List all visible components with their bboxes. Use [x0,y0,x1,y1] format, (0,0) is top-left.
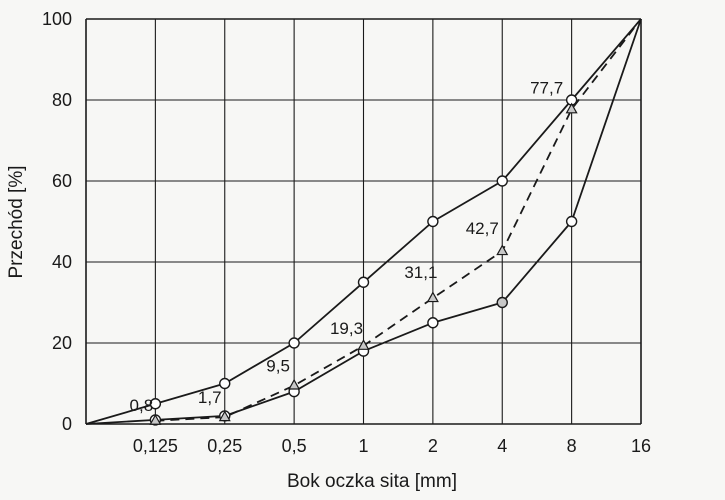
triangle-marker [149,414,162,425]
x-tick-label: 8 [567,436,577,456]
x-tick-label: 0,5 [282,436,307,456]
y-tick-label: 40 [52,252,72,272]
data-label: 1,7 [198,388,222,407]
circle-marker [219,377,231,390]
data-label: 9,5 [266,357,290,376]
series-markers [149,94,578,426]
circle-marker [357,276,370,288]
data-label: 0,8 [130,396,154,415]
x-axis-label: Bok oczka sita [mm] [287,471,457,492]
circle-marker [496,175,508,187]
x-tick-label: 16 [631,436,651,456]
circle-marker [565,215,578,228]
x-tick-label: 0,25 [207,436,242,456]
x-tick-label: 0,125 [133,436,178,456]
series-line-3 [155,18,642,422]
x-tick-label: 4 [497,436,507,456]
x-tick-label: 2 [428,436,438,456]
data-label: 31,1 [404,263,437,282]
triangle-marker [288,378,301,390]
y-tick-label: 20 [52,333,72,353]
y-tick-label: 80 [52,90,72,110]
data-label: 77,7 [530,78,563,97]
y-axis-label: Przechód [%] [6,166,27,279]
circle-marker [288,337,300,349]
circle-marker [427,317,439,329]
triangle-marker [218,410,231,422]
y-tick-label: 0 [62,414,72,434]
triangle-marker [496,244,509,256]
circle-marker [149,398,162,410]
x-tick-label: 1 [358,436,368,456]
triangle-marker [357,339,370,350]
tick-labels: 0,125 0,25 0,5 1 2 4 8 16 0 20 40 60 80 100 [42,9,651,456]
data-label: 19,3 [330,319,363,338]
data-labels: 0,8 1,7 9,5 19,3 31,1 42,7 77,7 [130,78,564,414]
y-tick-label: 60 [52,171,72,191]
data-label: 42,7 [466,219,499,238]
triangle-marker [565,102,578,114]
circle-marker [496,296,508,309]
y-tick-label: 100 [42,9,72,29]
triangle-marker [426,291,439,303]
circle-marker [427,215,439,228]
